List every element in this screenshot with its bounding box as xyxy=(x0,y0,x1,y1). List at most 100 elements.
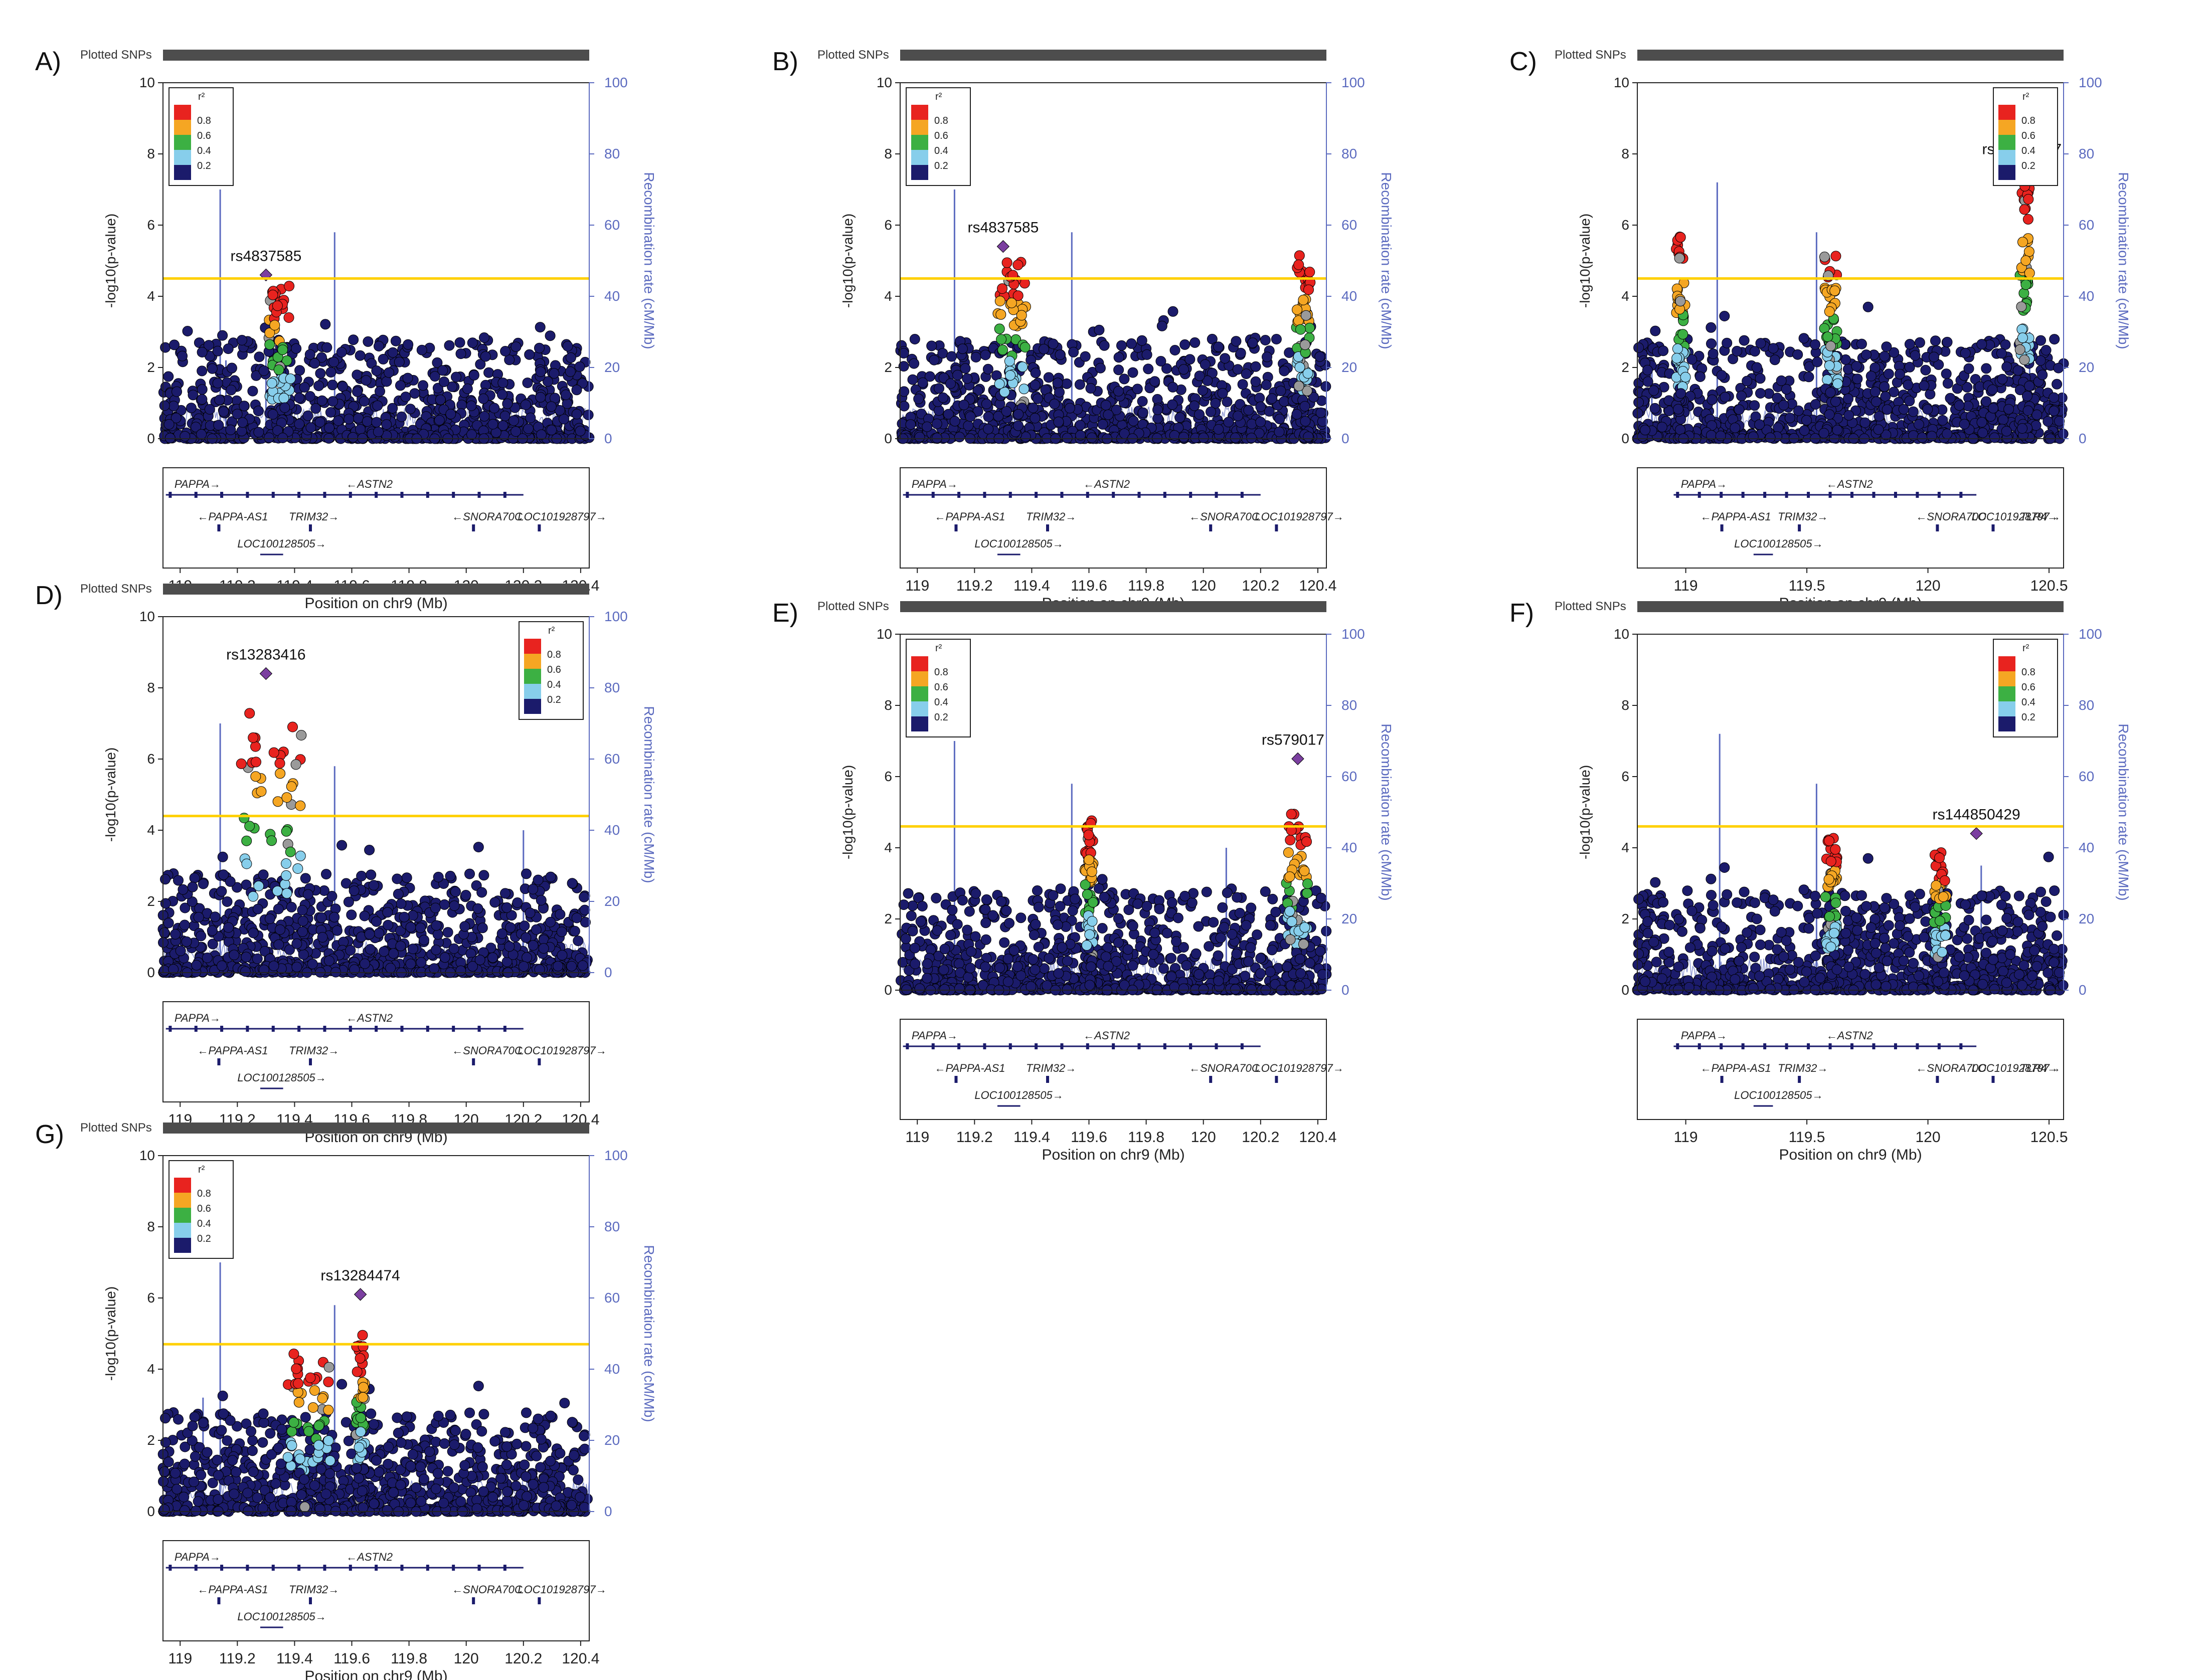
snp-point-peak-1 xyxy=(259,965,269,976)
snp-point xyxy=(1271,334,1282,344)
snp-point xyxy=(1219,922,1230,933)
snp-point xyxy=(298,949,309,960)
snp-point-peak-2 xyxy=(1822,331,1833,342)
snp-point xyxy=(1930,335,1941,346)
snp-point xyxy=(309,358,320,369)
snp-point xyxy=(1149,376,1160,387)
snp-point-peak-1 xyxy=(266,378,277,389)
y-right-tick-label: 100 xyxy=(604,609,628,624)
snp-point xyxy=(468,369,479,381)
y-right-axis-label: Recombination rate (cM/Mb) xyxy=(2116,172,2131,349)
y-left-tick-label: 0 xyxy=(884,431,892,446)
snp-point-peak-1 xyxy=(281,870,292,881)
snp-point xyxy=(429,963,440,974)
snp-point xyxy=(159,400,170,411)
snp-point xyxy=(1265,920,1276,931)
snp-points xyxy=(1632,168,2069,444)
snp-point xyxy=(1633,342,1644,353)
snp-point xyxy=(346,909,357,920)
gene-exon xyxy=(1937,492,1941,498)
lead-snp-label: rs4837585 xyxy=(230,248,301,264)
snp-point xyxy=(949,416,960,427)
snp-point xyxy=(577,378,588,389)
y-right-tick-label: 40 xyxy=(604,822,620,838)
snp-point xyxy=(1028,403,1039,413)
y-right-tick-label: 100 xyxy=(1341,75,1365,90)
gene-exon xyxy=(323,492,326,498)
snp-point xyxy=(1116,340,1127,351)
ld-legend-swatch xyxy=(1998,135,2015,150)
gene-exon xyxy=(1872,492,1876,498)
snp-point xyxy=(1320,381,1331,392)
snp-point xyxy=(392,873,403,884)
snp-point xyxy=(291,343,302,354)
gene-exon xyxy=(1275,524,1278,531)
ld-legend-swatch xyxy=(1998,105,2015,120)
snp-point-peak-1 xyxy=(285,846,296,857)
y-left-tick-label: 4 xyxy=(147,822,155,838)
snp-point-peak-2 xyxy=(1295,324,1306,335)
snp-point xyxy=(374,927,385,939)
snp-point xyxy=(903,888,914,899)
ld-legend-swatch xyxy=(174,105,191,120)
gene-exon xyxy=(477,1026,481,1032)
snp-point xyxy=(981,399,992,410)
ld-legend-swatch xyxy=(174,120,191,135)
snp-point-peak-3 xyxy=(2014,344,2025,355)
gene-exon xyxy=(931,492,935,498)
snp-point xyxy=(399,911,410,922)
ld-legend-tick: 0.8 xyxy=(197,115,211,126)
snp-point xyxy=(1751,362,1762,373)
snp-point xyxy=(1247,337,1258,348)
snp-point xyxy=(553,961,564,972)
snp-point xyxy=(186,403,197,414)
snp-point xyxy=(323,955,334,966)
snp-point-peak-1 xyxy=(1013,409,1024,420)
snp-point xyxy=(169,339,180,350)
snp-point xyxy=(273,903,284,914)
ld-legend-tick: 0.2 xyxy=(2021,160,2035,171)
y-left-tick-label: 2 xyxy=(1621,359,1629,375)
snp-point xyxy=(1739,335,1750,346)
snp-point xyxy=(1881,341,1892,352)
snp-point xyxy=(1127,920,1138,931)
snp-point xyxy=(1801,415,1812,426)
snp-point xyxy=(1231,336,1242,347)
snp-point-peak-3 xyxy=(2022,405,2033,416)
snp-point xyxy=(536,895,547,906)
gene-exon xyxy=(1240,492,1244,498)
snp-point xyxy=(1169,345,1180,355)
snp-point xyxy=(163,419,175,430)
snp-point-peak-1 xyxy=(248,732,259,743)
snp-point-peak-1 xyxy=(256,786,267,797)
snp-point xyxy=(321,869,331,880)
snp-point xyxy=(1080,351,1091,362)
snp-point xyxy=(204,404,215,415)
snp-point xyxy=(1707,394,1718,405)
gene-exon xyxy=(1807,492,1810,498)
gene-exon xyxy=(220,1026,224,1032)
snp-point xyxy=(1184,354,1196,365)
snp-point xyxy=(163,371,174,382)
snp-point xyxy=(310,403,321,414)
snp-point xyxy=(1158,963,1169,974)
x-tick-label: 119 xyxy=(1674,578,1698,594)
gene-exon xyxy=(349,492,352,498)
snp-point xyxy=(316,352,327,363)
x-tick-label: 119.2 xyxy=(956,578,993,594)
snp-point xyxy=(405,404,416,415)
snp-point xyxy=(970,888,981,899)
snp-point xyxy=(565,366,576,377)
snp-point-peak-1 xyxy=(284,281,295,292)
snp-point xyxy=(2003,404,2014,415)
snp-point-peak-2 xyxy=(1294,250,1305,261)
snp-point-peak-1 xyxy=(278,393,289,404)
snp-point xyxy=(237,417,248,428)
snp-point xyxy=(1998,414,2009,425)
snp-point xyxy=(172,386,182,397)
snp-point xyxy=(444,340,455,351)
snp-point xyxy=(348,432,359,443)
snp-point xyxy=(1279,396,1290,407)
snp-point-peak-1 xyxy=(994,323,1005,334)
ld-legend-swatch xyxy=(524,654,541,669)
